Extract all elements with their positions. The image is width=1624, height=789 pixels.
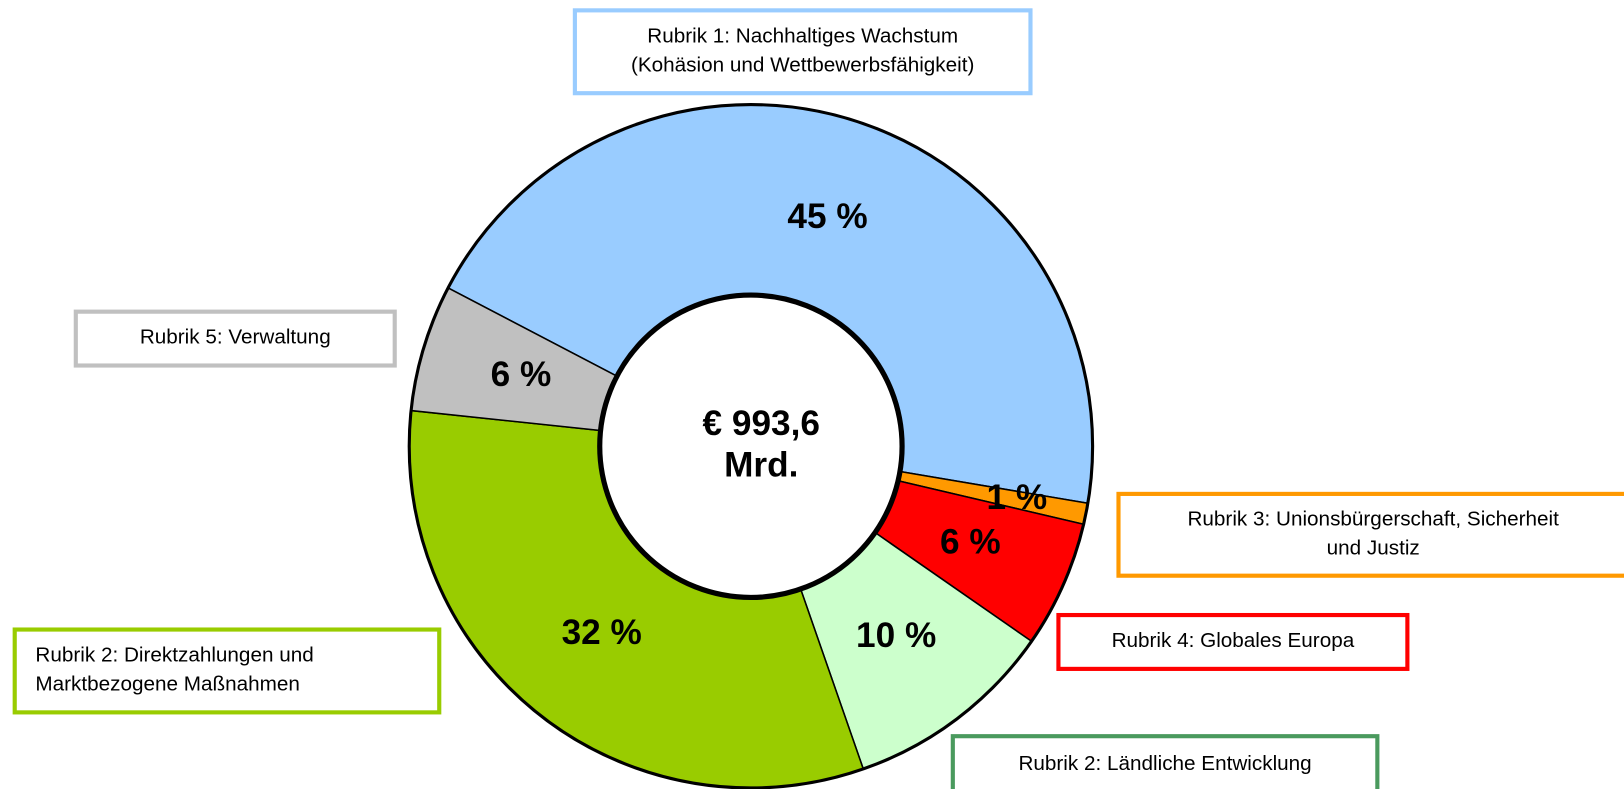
category-box	[950, 734, 1380, 789]
category-label: Rubrik 2: Direktzahlungen und Marktbezoge…	[35, 644, 313, 696]
category-box	[12, 627, 442, 715]
category-box	[1116, 491, 1624, 578]
category-label: Rubrik 5: Verwaltung	[140, 326, 331, 349]
value-label: 6 %	[940, 522, 1001, 561]
value-label: 1 %	[987, 478, 1048, 517]
category-box	[572, 8, 1033, 96]
value-label: 6 %	[491, 355, 552, 394]
category-box	[73, 309, 397, 368]
value-label: 10 %	[856, 616, 936, 655]
category-label: Rubrik 3: Unionsbürgerschaft, Sicherheit…	[1188, 508, 1560, 560]
category-box	[1056, 612, 1410, 671]
outer-ring	[407, 103, 1095, 789]
inner-ring	[597, 292, 905, 601]
center-label: € 993,6	[703, 404, 820, 443]
center-label: Mrd.	[724, 445, 798, 484]
category-label: Rubrik 2: Ländliche Entwicklung	[1018, 753, 1311, 776]
value-label: 45 %	[787, 197, 867, 236]
category-label: Rubrik 4: Globales Europa	[1112, 629, 1355, 652]
category-label: Rubrik 1: Nachhaltiges Wachstum (Kohäsion…	[631, 25, 974, 77]
value-label: 32 %	[562, 613, 642, 652]
